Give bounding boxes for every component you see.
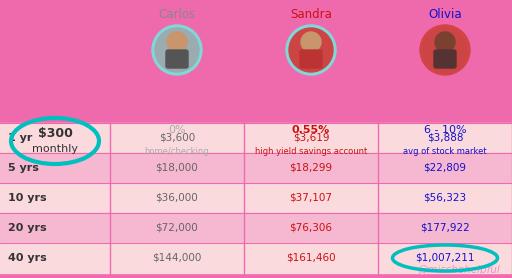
Text: $22,809: $22,809 [423,163,466,173]
Text: 0%: 0% [168,125,186,135]
Text: $76,306: $76,306 [289,223,332,233]
Bar [0,153,512,183]
FancyBboxPatch shape [434,50,456,68]
Text: 40 yrs: 40 yrs [8,253,47,263]
Text: $18,000: $18,000 [156,163,198,173]
Text: 1 yr: 1 yr [8,133,32,143]
Text: $177,922: $177,922 [420,223,470,233]
Circle shape [152,25,202,75]
Circle shape [435,32,455,52]
Text: high yield savings account: high yield savings account [255,148,367,157]
Text: $1,007,211: $1,007,211 [415,253,475,263]
Circle shape [289,28,333,72]
Text: Carlos: Carlos [158,8,196,21]
Circle shape [423,28,467,72]
Circle shape [420,25,470,75]
Text: home/checking: home/checking [145,148,209,157]
Text: 10 yrs: 10 yrs [8,193,47,203]
Text: 6 - 10%: 6 - 10% [424,125,466,135]
Bar [0,243,512,273]
Text: $56,323: $56,323 [423,193,466,203]
Text: $18,299: $18,299 [289,163,333,173]
FancyBboxPatch shape [300,50,322,68]
Text: Olivia: Olivia [428,8,462,21]
Text: $37,107: $37,107 [289,193,332,203]
Text: 5 yrs: 5 yrs [8,163,39,173]
Circle shape [301,32,321,52]
Bar [0,213,512,243]
Text: @missbehelpful: @missbehelpful [417,265,500,275]
FancyBboxPatch shape [166,50,188,68]
Bar [0,183,512,213]
Text: $300: $300 [37,126,72,140]
Text: 0.55%: 0.55% [292,125,330,135]
Text: $3,600: $3,600 [159,133,195,143]
Text: $3,619: $3,619 [293,133,329,143]
Circle shape [167,32,187,52]
Circle shape [155,28,199,72]
Bar [0,0,512,158]
Text: monthly: monthly [32,144,78,154]
Text: $161,460: $161,460 [286,253,336,263]
Circle shape [286,25,336,75]
Text: $72,000: $72,000 [156,223,198,233]
Bar [0,123,512,153]
Text: Sandra: Sandra [290,8,332,21]
Text: avg of stock market: avg of stock market [403,148,487,157]
Text: $36,000: $36,000 [156,193,198,203]
Text: 20 yrs: 20 yrs [8,223,47,233]
Text: $3,888: $3,888 [426,133,463,143]
Text: $144,000: $144,000 [152,253,202,263]
